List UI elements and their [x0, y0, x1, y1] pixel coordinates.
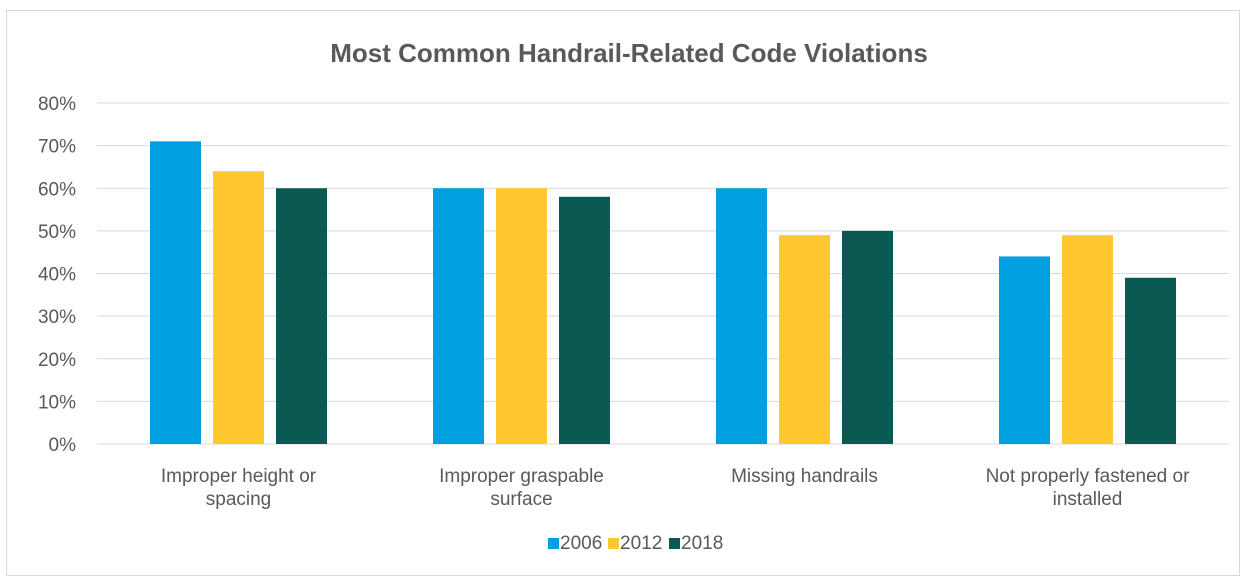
legend-swatch-2012 [608, 538, 619, 549]
bar-2018-3 [842, 230, 893, 444]
bar-2006-4 [999, 256, 1050, 444]
legend: 2006 2012 2018 [548, 533, 723, 554]
chart-title: Most Common Handrail-Related Code Violat… [330, 38, 928, 68]
legend-label-2006: 2006 [560, 533, 602, 554]
category-label: Missing handrails [731, 466, 878, 487]
y-tick-label: 20% [38, 350, 76, 371]
bar-2012-1 [213, 171, 264, 444]
legend-swatch-2018 [669, 538, 680, 549]
bar-2018-1 [276, 188, 327, 444]
y-tick-label: 80% [38, 94, 76, 115]
bar-2006-2 [433, 188, 484, 444]
legend-swatch-2006 [548, 538, 559, 549]
y-tick-label: 30% [38, 307, 76, 328]
category-label: Improper graspable surface [439, 466, 604, 510]
bar-2018-4 [1125, 277, 1176, 444]
x-axis-labels: Improper height or spacing Improper graspa… [161, 466, 1190, 510]
y-tick-label: 50% [38, 222, 76, 243]
y-tick-label: 0% [49, 435, 77, 456]
bar-2012-2 [496, 188, 547, 444]
bar-2012-3 [779, 235, 830, 444]
y-tick-label: 70% [38, 137, 76, 158]
category-label: Improper height or spacing [161, 466, 317, 510]
bar-2018-2 [559, 196, 610, 444]
y-axis-ticks: 0% 10% 20% 30% 40% 50% 60% 70% 80% [38, 94, 76, 456]
gridlines [97, 102, 1229, 445]
y-tick-label: 10% [38, 392, 76, 413]
category-label: Not properly fastened or installed [986, 466, 1191, 510]
y-tick-label: 60% [38, 179, 76, 200]
y-tick-label: 40% [38, 265, 76, 286]
bar-2012-4 [1062, 235, 1113, 444]
legend-label-2012: 2012 [620, 533, 662, 554]
legend-label-2018: 2018 [681, 533, 723, 554]
bar-2006-3 [716, 188, 767, 444]
bars [150, 141, 1176, 445]
bar-2006-1 [150, 141, 201, 445]
